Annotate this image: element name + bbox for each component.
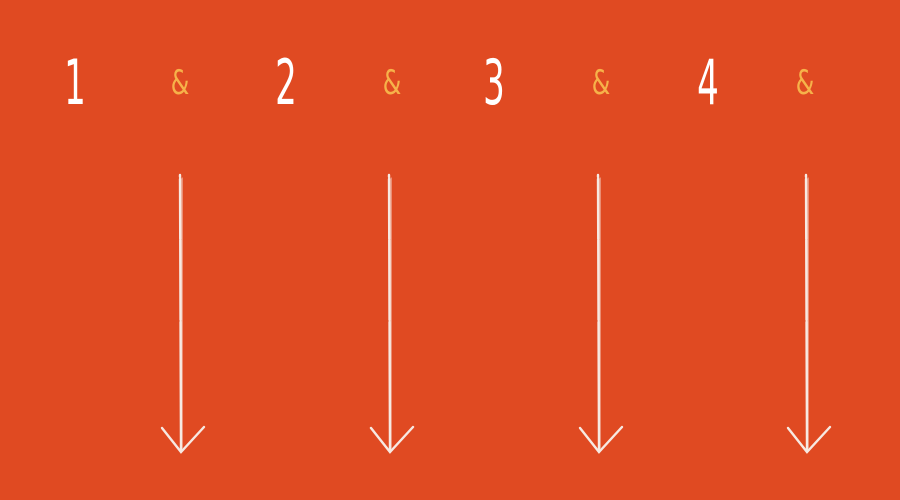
and-1-label: & [170,63,190,103]
beat-3-label: 3 [483,46,505,119]
down-arrow-icon [369,173,415,454]
beat-4-label: 4 [697,46,719,119]
beat-2-label: 2 [275,46,297,119]
and-4-label: & [795,63,815,103]
down-arrow-icon [578,173,624,454]
and-2-label: & [382,63,402,103]
down-arrow-icon [786,173,832,454]
beat-1-label: 1 [64,46,86,119]
down-arrow-icon [160,173,206,454]
and-3-label: & [591,63,611,103]
